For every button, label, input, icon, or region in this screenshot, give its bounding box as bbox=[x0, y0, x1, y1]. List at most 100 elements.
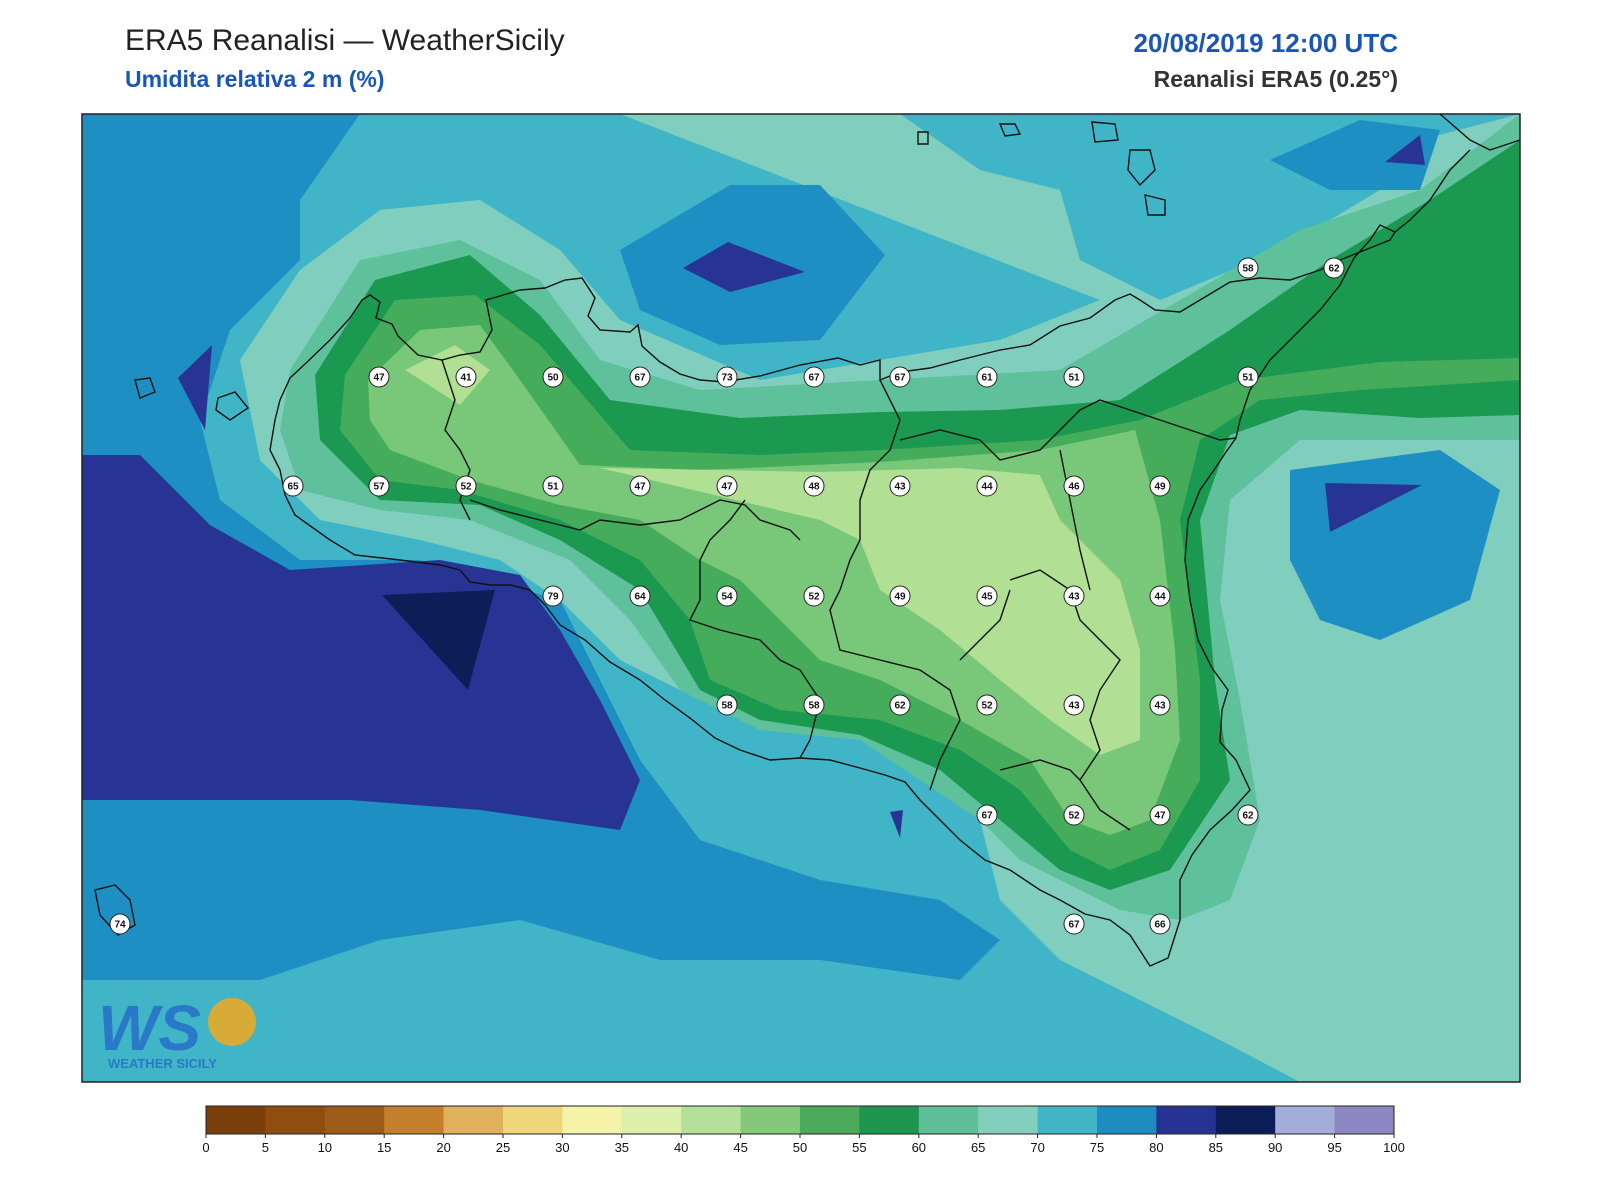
station-value: 58 bbox=[808, 701, 820, 712]
colorbar-swatch bbox=[1334, 1106, 1395, 1134]
station-value: 44 bbox=[981, 482, 993, 493]
colorbar-tick-label: 40 bbox=[674, 1140, 688, 1155]
aeolian-island-3 bbox=[1127, 149, 1156, 187]
station-marker: 57 bbox=[368, 475, 390, 497]
station-values: 47 41 50 67 73 67 67 61 51 51 65 57 52 51 47 47 48 43 44 46… bbox=[109, 257, 1345, 935]
station-circle bbox=[629, 366, 651, 388]
station-circle bbox=[716, 694, 738, 716]
station-circle bbox=[889, 585, 911, 607]
station-value: 47 bbox=[634, 482, 646, 493]
station-value: 57 bbox=[373, 482, 385, 493]
station-marker: 47 bbox=[1149, 804, 1171, 826]
station-value: 52 bbox=[981, 701, 993, 712]
station-circle bbox=[629, 585, 651, 607]
band-90 bbox=[382, 590, 495, 690]
station-value: 73 bbox=[721, 373, 733, 384]
province-border-5 bbox=[899, 399, 1237, 461]
station-circle bbox=[542, 585, 564, 607]
station-circle bbox=[976, 694, 998, 716]
station-circle bbox=[1063, 913, 1085, 935]
valid-datetime: 20/08/2019 12:00 UTC bbox=[1133, 28, 1398, 58]
aeolian-island-1 bbox=[998, 123, 1022, 137]
station-value: 47 bbox=[1154, 811, 1166, 822]
station-value: 67 bbox=[1068, 920, 1080, 931]
colorbar-tick-label: 20 bbox=[436, 1140, 450, 1155]
colorbar-swatch bbox=[265, 1106, 326, 1134]
sun-icon bbox=[208, 998, 256, 1046]
station-circle bbox=[1063, 804, 1085, 826]
station-marker: 52 bbox=[455, 475, 477, 497]
station-value: 67 bbox=[894, 373, 906, 384]
station-circle bbox=[889, 694, 911, 716]
colorbar-tick-label: 100 bbox=[1383, 1140, 1405, 1155]
station-marker: 47 bbox=[368, 366, 390, 388]
station-circle bbox=[803, 475, 825, 497]
station-circle bbox=[803, 366, 825, 388]
station-value: 52 bbox=[1068, 811, 1080, 822]
station-circle bbox=[1149, 804, 1171, 826]
colorbar-swatch bbox=[1156, 1106, 1217, 1134]
station-marker: 43 bbox=[1063, 694, 1085, 716]
station-marker: 43 bbox=[1149, 694, 1171, 716]
colorbar-tick-label: 90 bbox=[1268, 1140, 1282, 1155]
station-circle bbox=[542, 475, 564, 497]
station-circle bbox=[109, 913, 131, 935]
station-circle bbox=[368, 366, 390, 388]
colorbar-tick-label: 75 bbox=[1090, 1140, 1104, 1155]
station-value: 67 bbox=[808, 373, 820, 384]
station-marker: 44 bbox=[1149, 585, 1171, 607]
weathersicily-logo: WS WEATHER SICILY bbox=[98, 992, 256, 1071]
band-80-ne bbox=[1270, 120, 1440, 190]
colorbar-swatch bbox=[1097, 1106, 1157, 1134]
humidity-field bbox=[82, 114, 1520, 1082]
station-marker: 54 bbox=[716, 585, 738, 607]
station-value: 50 bbox=[547, 373, 559, 384]
station-circle bbox=[803, 694, 825, 716]
station-circle bbox=[542, 366, 564, 388]
logo-text: WEATHER SICILY bbox=[108, 1056, 217, 1071]
colorbar-tick-label: 95 bbox=[1327, 1140, 1341, 1155]
colorbar-tick-label: 45 bbox=[733, 1140, 747, 1155]
colorbar-swatch bbox=[918, 1106, 979, 1134]
station-marker: 61 bbox=[976, 366, 998, 388]
station-marker: 46 bbox=[1063, 475, 1085, 497]
band-85-ne bbox=[1385, 135, 1425, 165]
station-marker: 58 bbox=[1237, 257, 1259, 279]
station-marker: 48 bbox=[803, 475, 825, 497]
station-value: 64 bbox=[634, 592, 646, 603]
station-value: 41 bbox=[460, 373, 472, 384]
station-circle bbox=[976, 585, 998, 607]
province-border-8 bbox=[999, 759, 1081, 781]
colorbar-tick-label: 55 bbox=[852, 1140, 866, 1155]
station-circle bbox=[889, 366, 911, 388]
station-circle bbox=[1237, 366, 1259, 388]
colorbar-tick-label: 35 bbox=[615, 1140, 629, 1155]
colorbar-swatch bbox=[740, 1106, 801, 1134]
station-marker: 74 bbox=[109, 913, 131, 935]
station-circle bbox=[455, 366, 477, 388]
egadi-island-1 bbox=[134, 377, 156, 399]
station-value: 74 bbox=[114, 920, 126, 931]
station-value: 62 bbox=[1242, 811, 1254, 822]
station-value: 49 bbox=[1154, 482, 1166, 493]
station-value: 51 bbox=[1068, 373, 1080, 384]
calabria-coast bbox=[1394, 113, 1521, 233]
data-source: Reanalisi ERA5 (0.25°) bbox=[1153, 66, 1398, 92]
station-marker: 43 bbox=[1063, 585, 1085, 607]
station-marker: 73 bbox=[716, 366, 738, 388]
station-marker: 49 bbox=[889, 585, 911, 607]
station-marker: 67 bbox=[803, 366, 825, 388]
colorbar-swatch bbox=[384, 1106, 445, 1134]
aeolian-island-4 bbox=[1144, 194, 1166, 216]
province-border-7 bbox=[959, 589, 1011, 661]
map-frame bbox=[81, 113, 1521, 1083]
colorbar: 0 5 10 15 20 25 30 35 40 45 50 55 60 65 70 75 80 85 90 95 10… bbox=[202, 1105, 1405, 1155]
station-circle bbox=[368, 475, 390, 497]
band-45-central bbox=[600, 468, 1140, 755]
band-85-south-small bbox=[890, 810, 903, 838]
band-85-west-small bbox=[178, 345, 212, 430]
station-value: 67 bbox=[981, 811, 993, 822]
colorbar-swatch bbox=[978, 1106, 1039, 1134]
province-border-9 bbox=[1059, 449, 1091, 591]
